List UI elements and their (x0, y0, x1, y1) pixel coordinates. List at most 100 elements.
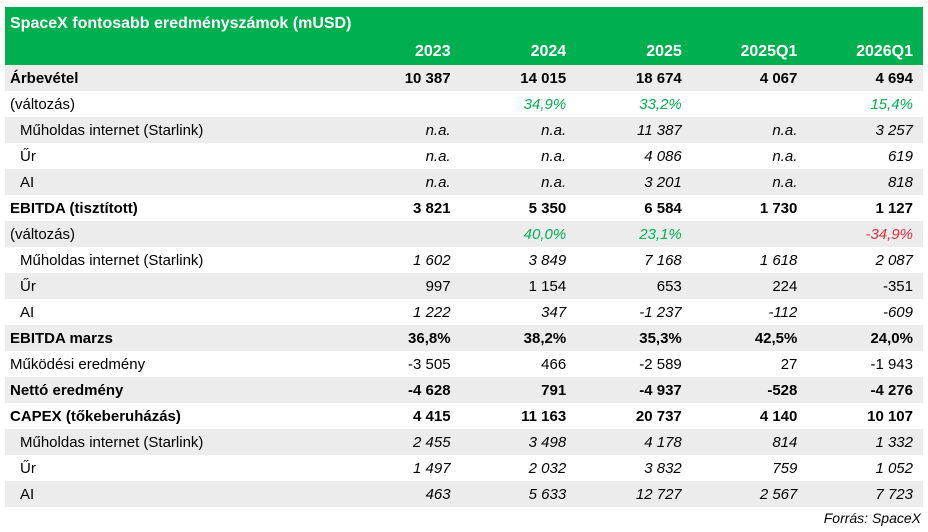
value-cell: 224 (772, 277, 798, 295)
value-cell: 38,2% (523, 329, 567, 347)
value-cell: 1 618 (759, 251, 798, 269)
value-cell: 18 674 (635, 69, 682, 87)
value-cell (345, 91, 461, 117)
header-label-cell (5, 39, 345, 65)
value-cell: 34,9% (523, 95, 567, 113)
value-cell: 27 (780, 355, 798, 373)
value-cell: 33,2% (639, 95, 682, 113)
value-cell: 11 163 (521, 407, 567, 425)
row-label: Űr (20, 277, 36, 295)
table-row: Működési eredmény -3 505 466 -2 589 27 -1 943 (5, 351, 923, 377)
value-cell: 4 694 (875, 69, 913, 87)
value-cell: 14 015 (520, 69, 567, 87)
row-label: Űr (20, 147, 36, 165)
row-label: Működési eredmény (10, 355, 146, 373)
row-label: (változás) (10, 225, 76, 243)
value-cell: 3 257 (875, 121, 913, 139)
value-cell: 653 (656, 277, 682, 295)
value-cell: -1 943 (870, 355, 913, 373)
row-label: Műholdas internet (Starlink) (20, 121, 204, 139)
value-cell: -351 (882, 277, 913, 295)
value-cell: 7 168 (644, 251, 682, 269)
value-cell: n.a. (425, 173, 451, 191)
value-cell: -112 (768, 303, 798, 321)
table-row: Nettó eredmény -4 628 791 -4 937 -528 -4 276 (5, 377, 923, 403)
value-cell: 7 723 (875, 485, 913, 503)
value-cell: -4 276 (870, 381, 913, 399)
table-row: EBITDA (tisztított) 3 821 5 350 6 584 1 730 1… (5, 195, 923, 221)
header-year: 2025 (646, 43, 682, 60)
value-cell: 1 127 (875, 199, 913, 217)
table-row: Műholdas internet (Starlink) n.a. n.a. 11 3… (5, 117, 923, 143)
value-cell: n.a. (541, 173, 567, 191)
row-label: Műholdas internet (Starlink) (20, 251, 204, 269)
value-cell: 5 350 (528, 199, 567, 217)
value-cell: n.a. (541, 121, 567, 139)
value-cell: 35,3% (639, 329, 682, 347)
value-cell: 23,1% (639, 225, 682, 243)
table-title: SpaceX fontosabb eredményszámok (mUSD) (5, 7, 923, 39)
row-label: CAPEX (tőkeberuházás) (10, 407, 181, 425)
table-row: (változás) 40,0% 23,1% -34,9% (5, 221, 923, 247)
results-table: 2023 2024 2025 2025Q1 2026Q1 Árbevétel 10… (5, 39, 923, 507)
value-cell: 2 087 (875, 251, 913, 269)
value-cell: n.a. (425, 147, 451, 165)
value-cell (692, 91, 808, 117)
value-cell: 6 584 (644, 199, 682, 217)
value-cell: 463 (425, 485, 451, 503)
header-year: 2026Q1 (856, 43, 913, 60)
row-label: Nettó eredmény (10, 381, 124, 399)
value-cell: 12 727 (635, 485, 682, 503)
header-year: 2023 (415, 43, 451, 60)
results-table-container: SpaceX fontosabb eredményszámok (mUSD) 2… (5, 7, 923, 507)
row-label: Árbevétel (10, 69, 79, 87)
table-row: AI 463 5 633 12 727 2 567 7 723 (5, 481, 923, 507)
value-cell: 1 730 (759, 199, 798, 217)
header-year: 2025Q1 (740, 43, 798, 60)
value-cell: -34,9% (865, 225, 913, 243)
value-cell: 4 086 (644, 147, 682, 165)
value-cell: n.a. (772, 173, 798, 191)
table-row: CAPEX (tőkeberuházás) 4 415 11 163 20 737 4 … (5, 403, 923, 429)
row-label: Űr (20, 459, 36, 477)
row-label: AI (20, 485, 35, 503)
value-cell: 791 (541, 381, 567, 399)
table-row: AI n.a. n.a. 3 201 n.a. 818 (5, 169, 923, 195)
value-cell: 4 415 (413, 407, 451, 425)
row-label: EBITDA (tisztított) (10, 199, 138, 217)
value-cell: 814 (772, 433, 798, 451)
row-label: (változás) (10, 95, 76, 113)
value-cell (345, 221, 461, 247)
table-row: EBITDA marzs 36,8% 38,2% 35,3% 42,5% 24,0% (5, 325, 923, 351)
value-cell: -1 237 (639, 303, 682, 321)
value-cell: -2 589 (639, 355, 682, 373)
value-cell: 36,8% (408, 329, 451, 347)
value-cell: 1 052 (875, 459, 913, 477)
value-cell: 4 178 (644, 433, 682, 451)
value-cell: 5 633 (528, 485, 567, 503)
table-row: Űr 997 1 154 653 224 -351 (5, 273, 923, 299)
value-cell: 3 821 (413, 199, 451, 217)
value-cell: -4 628 (408, 381, 451, 399)
header-row: 2023 2024 2025 2025Q1 2026Q1 (5, 39, 923, 65)
value-cell: 1 154 (528, 277, 567, 295)
row-label: AI (20, 303, 35, 321)
value-cell: 1 332 (875, 433, 913, 451)
value-cell: 3 201 (644, 173, 682, 191)
value-cell: 466 (541, 355, 567, 373)
value-cell: -4 937 (639, 381, 682, 399)
header-year: 2024 (530, 43, 567, 60)
value-cell: 10 387 (404, 69, 451, 87)
value-cell: 20 737 (635, 407, 682, 425)
value-cell: 4 140 (759, 407, 798, 425)
value-cell: -3 505 (408, 355, 451, 373)
value-cell: n.a. (772, 147, 798, 165)
value-cell: 3 849 (528, 251, 567, 269)
table-row: Árbevétel 10 387 14 015 18 674 4 067 4 694 (5, 65, 923, 91)
value-cell: 1 602 (413, 251, 451, 269)
value-cell: 40,0% (523, 225, 567, 243)
value-cell: n.a. (772, 121, 798, 139)
table-row: Műholdas internet (Starlink) 2 455 3 498 4 … (5, 429, 923, 455)
value-cell: 2 455 (413, 433, 451, 451)
value-cell: 1 222 (413, 303, 451, 321)
